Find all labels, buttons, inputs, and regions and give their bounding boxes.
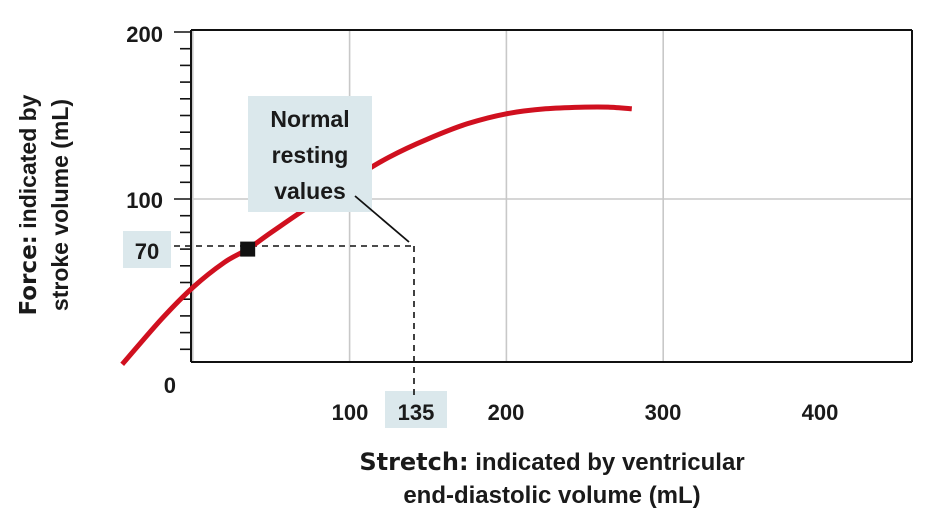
y-axis-title-line-1: Force: indicated by <box>15 94 42 315</box>
y-tick-label-200: 200 <box>126 22 163 47</box>
annotation-leader <box>354 195 410 243</box>
y-tick-label-100: 100 <box>126 188 163 213</box>
normal-point-marker <box>240 241 256 257</box>
x-axis-title-line-2: end-diastolic volume (mL) <box>403 482 700 509</box>
axes <box>190 29 913 363</box>
x-axis-title-line-1: Stretch: indicated by ventricular <box>359 448 744 476</box>
x-tick-label-400: 400 <box>802 400 839 425</box>
y-axis-title-line-2: stroke volume (mL) <box>47 99 73 311</box>
y-highlight-box <box>123 231 171 268</box>
x-tick-label-300: 300 <box>645 400 682 425</box>
y-highlight-label: 70 <box>135 239 159 264</box>
x-highlight-box <box>385 391 447 428</box>
x-highlight-label: 135 <box>398 400 435 425</box>
annotation-box <box>248 96 372 212</box>
series-line <box>120 104 632 366</box>
y-minor-ticks <box>174 31 191 351</box>
y-axis-title-rest: indicated by <box>15 94 41 235</box>
annotation-line-2: resting <box>272 142 349 168</box>
annotation-line-3: values <box>274 178 346 204</box>
x-tick-label-200: 200 <box>488 400 525 425</box>
x-axis-title-bold: Stretch: <box>359 448 468 476</box>
x-axis-title-rest: indicated by ventricular <box>469 449 745 476</box>
origin-label: 0 <box>164 373 176 398</box>
x-tick-label-100: 100 <box>332 400 369 425</box>
y-axis-title-bold: Force: <box>16 235 42 315</box>
annotation-line-1: Normal <box>270 106 349 132</box>
